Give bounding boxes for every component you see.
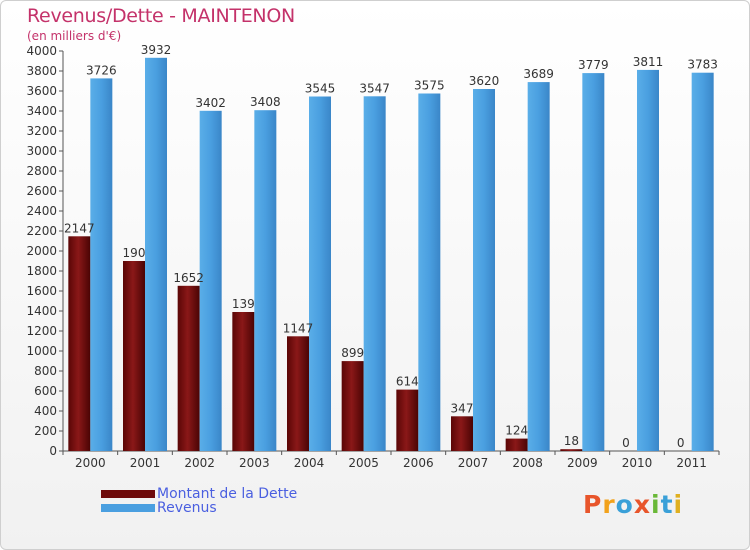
x-tick-label: 2002 [184,456,215,470]
y-tick-label: 3200 [26,124,57,138]
y-tick-label: 3600 [26,84,57,98]
legend: Montant de la Dette Revenus [101,486,298,516]
data-label-dette-2000: 2147 [64,221,95,235]
bar-dette-2007 [451,416,473,451]
y-tick-label: 2600 [26,184,57,198]
logo-letter: i [673,490,684,519]
x-tick-label: 2009 [567,456,598,470]
x-tick-label: 2008 [512,456,543,470]
x-tick-label: 2006 [403,456,434,470]
y-tick-label: 0 [49,444,57,458]
x-tick-label: 2004 [294,456,325,470]
data-label-revenus-2001: 3932 [141,43,172,57]
data-label-revenus-2003: 3408 [250,95,281,109]
bar-revenus-2000 [90,78,113,452]
x-tick-label: 2007 [458,456,489,470]
bar-revenus-2009 [582,73,605,451]
legend-item-dette: Montant de la Dette [101,486,298,502]
y-tick-label: 1200 [26,324,57,338]
data-label-dette-2006: 614 [396,375,419,389]
bar-revenus-2006 [418,93,441,451]
legend-swatch-revenus [101,504,155,512]
data-label-dette-2009: 18 [564,434,579,448]
legend-swatch-dette [101,490,155,498]
logo-letter: o [615,490,634,519]
data-label-revenus-2004: 3545 [305,82,336,96]
logo-letter: t [660,490,674,519]
y-tick-label: 2400 [26,204,57,218]
proxiti-logo: Proxiti [583,490,683,519]
x-tick-label: 2000 [75,456,106,470]
data-label-revenus-2000: 3726 [86,63,117,77]
legend-label-dette: Montant de la Dette [157,486,298,502]
bar-dette-2001 [123,261,145,451]
data-label-dette-2005: 899 [341,346,364,360]
y-tick-label: 2800 [26,164,57,178]
y-tick-label: 200 [34,424,57,438]
y-tick-label: 600 [34,384,57,398]
x-tick-label: 2010 [622,456,653,470]
data-label-dette-2003: 139 [232,297,255,311]
logo-letter: i [651,490,661,519]
data-label-revenus-2010: 3811 [633,55,664,69]
x-tick-label: 2001 [130,456,161,470]
data-label-revenus-2002: 3402 [195,96,226,110]
bar-dette-2009 [560,449,583,451]
bar-revenus-2002 [199,110,222,452]
x-tick-label: 2003 [239,456,270,470]
y-tick-label: 2000 [26,244,57,258]
x-tick-label: 2011 [676,456,707,470]
y-tick-label: 2200 [26,224,57,238]
legend-label-revenus: Revenus [157,500,217,516]
bar-dette-2006 [396,389,419,451]
bar-dette-2005 [341,361,364,451]
y-tick-label: 1400 [26,304,57,318]
data-label-revenus-2005: 3547 [359,81,390,95]
y-tick-label: 1800 [26,264,57,278]
data-label-revenus-2009: 3779 [578,58,609,72]
data-label-dette-2010: 0 [622,436,630,450]
bar-revenus-2001 [145,57,167,452]
data-label-dette-2004: 1147 [283,321,314,335]
bar-revenus-2004 [309,96,331,451]
data-label-dette-2001: 190 [123,246,146,260]
bar-revenus-2003 [254,110,277,451]
y-tick-label: 800 [34,364,57,378]
logo-letter: r [602,490,616,519]
bar-dette-2000 [68,236,91,451]
data-label-dette-2007: 347 [451,401,474,415]
chart-subtitle: (en milliers d'€) [27,29,122,43]
y-tick-label: 1600 [26,284,57,298]
data-label-dette-2002: 1652 [173,271,204,285]
data-label-dette-2011: 0 [677,436,685,450]
bar-dette-2002 [177,285,200,451]
data-label-revenus-2006: 3575 [414,79,445,93]
bar-revenus-2007 [473,89,495,451]
data-label-revenus-2011: 3783 [687,58,718,72]
bar-dette-2004 [287,336,309,451]
y-tick-label: 3400 [26,104,57,118]
chart-title: Revenus/Dette - MAINTENON [27,5,295,27]
data-label-dette-2008: 124 [505,424,528,438]
bar-revenus-2010 [637,69,659,452]
bar-revenus-2008 [527,82,550,451]
bar-dette-2008 [505,438,528,451]
x-tick-label: 2005 [348,456,379,470]
logo-letter: P [583,490,603,519]
legend-item-revenus: Revenus [101,500,297,516]
y-tick-label: 400 [34,404,57,418]
y-tick-label: 3000 [26,144,57,158]
y-tick-label: 3800 [26,64,57,78]
logo-letter: x [633,490,651,519]
y-tick-label: 4000 [26,44,57,58]
data-label-revenus-2008: 3689 [523,67,554,81]
bar-dette-2003 [232,312,255,451]
bar-revenus-2005 [363,96,386,452]
data-label-revenus-2007: 3620 [469,74,500,88]
bar-revenus-2011 [691,72,714,451]
y-tick-label: 1000 [26,344,57,358]
